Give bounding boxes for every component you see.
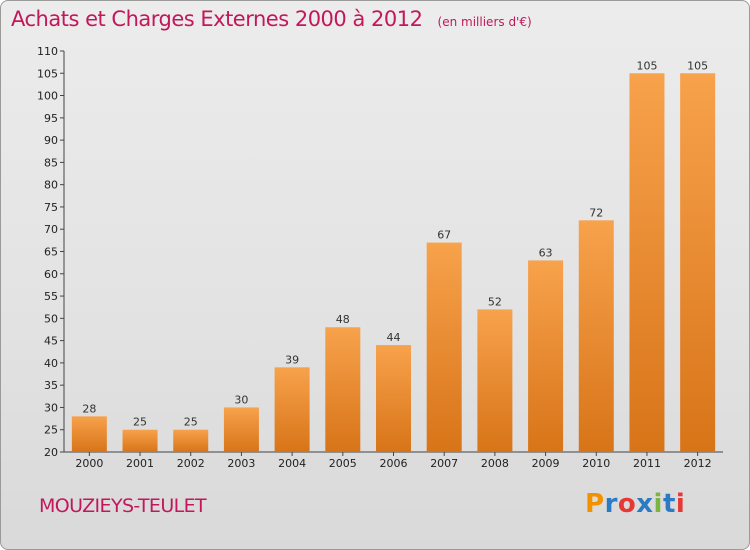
x-tick-label: 2000	[75, 457, 103, 470]
bar[interactable]	[173, 429, 209, 452]
chart-title-unit: (en milliers d'€)	[437, 15, 532, 29]
x-tick-label: 2008	[481, 457, 509, 470]
y-tick-label: 105	[37, 67, 58, 80]
y-tick-label: 45	[44, 335, 58, 348]
x-tick-label: 2011	[633, 457, 661, 470]
chart-axes: 20 25 30 35 40 45 50 55 60 65 70 75 80 85 90 95 100 105 11…	[37, 45, 723, 470]
bar[interactable]	[629, 73, 665, 453]
x-tick-label: 2001	[126, 457, 154, 470]
logo-letter: x	[636, 489, 654, 519]
bar[interactable]	[223, 407, 259, 452]
y-tick-label: 35	[44, 379, 58, 392]
bar[interactable]	[680, 73, 716, 453]
data-label: 63	[539, 246, 553, 259]
data-label: 30	[234, 393, 248, 406]
data-label: 52	[488, 295, 502, 308]
bar[interactable]	[274, 367, 310, 452]
x-tick-label: 2007	[430, 457, 458, 470]
data-label: 44	[387, 331, 401, 344]
logo-letter: o	[617, 489, 637, 519]
y-tick-label: 40	[44, 357, 58, 370]
logo-letter: r	[604, 489, 618, 519]
y-tick-label: 75	[44, 201, 58, 214]
bar[interactable]	[528, 260, 564, 452]
y-tick-label: 25	[44, 424, 58, 437]
data-label: 39	[285, 353, 299, 366]
bar[interactable]	[578, 220, 614, 452]
x-tick-label: 2012	[684, 457, 712, 470]
data-label: 48	[336, 313, 350, 326]
x-tick-label: 2009	[532, 457, 560, 470]
y-tick-label: 65	[44, 246, 58, 259]
bar[interactable]	[376, 345, 411, 452]
bar[interactable]	[71, 416, 107, 452]
data-label: 67	[437, 229, 451, 242]
x-tick-label: 2010	[582, 457, 610, 470]
bar[interactable]	[325, 327, 361, 452]
data-label: 72	[589, 206, 603, 219]
y-tick-label: 20	[44, 446, 58, 459]
y-tick-label: 30	[44, 401, 58, 414]
y-tick-label: 100	[37, 90, 58, 103]
logo-letter: i	[675, 489, 686, 519]
x-tick-label: 2006	[380, 457, 408, 470]
bar[interactable]	[122, 429, 158, 452]
x-tick-label: 2004	[278, 457, 306, 470]
y-tick-label: 60	[44, 268, 58, 281]
y-tick-label: 95	[44, 112, 58, 125]
y-tick-label: 80	[44, 179, 58, 192]
y-tick-label: 110	[37, 45, 58, 58]
y-tick-label: 85	[44, 156, 58, 169]
chart-bars	[71, 73, 716, 453]
logo-letter: P	[585, 489, 605, 519]
bar[interactable]	[477, 309, 513, 452]
logo-letter: i	[653, 489, 663, 519]
data-label: 105	[687, 59, 708, 72]
y-tick-label: 90	[44, 134, 58, 147]
y-tick-label: 70	[44, 223, 58, 236]
chart-data-labels: 28 25 25 30 39 48 44 67 52 63 72 105 105	[82, 59, 708, 428]
bar[interactable]	[426, 242, 462, 452]
x-tick-label: 2003	[227, 457, 255, 470]
data-label: 105	[636, 59, 657, 72]
commune-name: MOUZIEYS-TEULET	[39, 495, 207, 517]
data-label: 28	[82, 402, 96, 415]
y-tick-label: 50	[44, 312, 58, 325]
chart-title: Achats et Charges Externes 2000 à 2012 (…	[11, 7, 532, 31]
chart-title-main: Achats et Charges Externes 2000 à 2012	[11, 7, 423, 31]
x-tick-label: 2005	[329, 457, 357, 470]
x-tick-label: 2002	[177, 457, 205, 470]
logo-letter: t	[662, 489, 676, 519]
proxiti-logo[interactable]: Proxiti	[585, 489, 685, 519]
data-label: 25	[133, 416, 147, 429]
data-label: 25	[184, 416, 198, 429]
y-tick-label: 55	[44, 290, 58, 303]
